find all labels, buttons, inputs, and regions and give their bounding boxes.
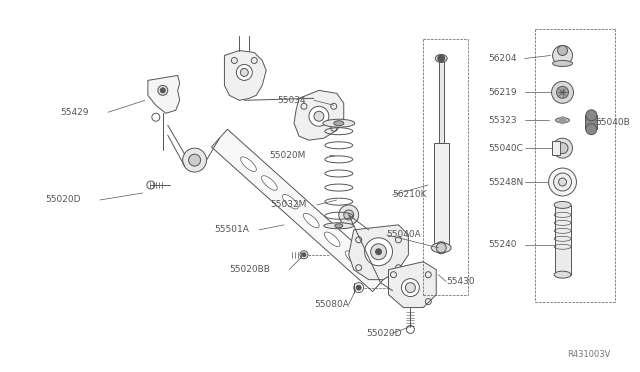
Circle shape [438, 55, 445, 62]
Circle shape [586, 110, 597, 121]
Text: 55323: 55323 [488, 116, 516, 125]
Circle shape [586, 124, 597, 135]
Text: 55020D: 55020D [367, 329, 402, 338]
Text: 55248N: 55248N [488, 177, 523, 186]
Circle shape [405, 283, 415, 293]
Text: 55040C: 55040C [488, 144, 523, 153]
Circle shape [356, 285, 361, 290]
Text: 55020BB: 55020BB [229, 265, 270, 274]
Ellipse shape [324, 223, 354, 229]
Ellipse shape [554, 271, 571, 278]
Circle shape [314, 111, 324, 121]
Circle shape [552, 138, 572, 158]
Polygon shape [294, 90, 344, 140]
Circle shape [365, 238, 392, 266]
Polygon shape [148, 76, 180, 113]
Text: 56219: 56219 [488, 88, 516, 97]
Text: 55040B: 55040B [595, 118, 630, 127]
Circle shape [354, 283, 364, 293]
Ellipse shape [435, 54, 447, 62]
Circle shape [436, 243, 446, 253]
Bar [552, 141, 559, 155]
Circle shape [344, 210, 354, 220]
Circle shape [435, 242, 447, 254]
Ellipse shape [431, 243, 451, 253]
Circle shape [309, 106, 329, 126]
Circle shape [189, 154, 200, 166]
Polygon shape [388, 262, 436, 308]
Ellipse shape [282, 195, 298, 209]
Text: 55501A: 55501A [214, 225, 250, 234]
Text: 56210K: 56210K [392, 190, 427, 199]
Text: 55240: 55240 [488, 240, 516, 249]
Text: 55080A: 55080A [314, 300, 349, 309]
Circle shape [552, 45, 572, 65]
Ellipse shape [324, 232, 340, 247]
Ellipse shape [335, 224, 343, 228]
Ellipse shape [552, 61, 572, 67]
Ellipse shape [303, 213, 319, 228]
Circle shape [548, 168, 577, 196]
Circle shape [376, 249, 381, 255]
Ellipse shape [554, 202, 571, 208]
Text: 55429: 55429 [60, 108, 89, 117]
Circle shape [339, 205, 358, 225]
Circle shape [401, 279, 419, 296]
Ellipse shape [323, 119, 355, 127]
Bar [439, 58, 444, 143]
Circle shape [182, 148, 207, 172]
Circle shape [160, 88, 165, 93]
Circle shape [557, 143, 568, 154]
Circle shape [552, 81, 573, 103]
Ellipse shape [262, 176, 277, 190]
Circle shape [371, 244, 387, 260]
Text: 55020M: 55020M [269, 151, 305, 160]
Polygon shape [211, 129, 388, 292]
Text: 55034: 55034 [277, 96, 306, 105]
Circle shape [554, 173, 572, 191]
Circle shape [158, 86, 168, 95]
Ellipse shape [346, 251, 361, 265]
Text: 55020D: 55020D [45, 195, 81, 205]
Bar [435, 143, 449, 248]
Circle shape [559, 178, 566, 186]
Text: 55040A: 55040A [387, 230, 421, 239]
Circle shape [241, 68, 248, 76]
Text: R431003V: R431003V [568, 350, 611, 359]
Bar [555, 205, 572, 275]
Ellipse shape [556, 118, 570, 123]
Circle shape [300, 251, 308, 259]
Circle shape [559, 117, 566, 124]
Text: 55430: 55430 [446, 277, 475, 286]
Circle shape [557, 45, 568, 55]
Circle shape [560, 90, 565, 95]
Polygon shape [349, 225, 408, 280]
Text: 56204: 56204 [488, 54, 516, 63]
Ellipse shape [334, 121, 344, 126]
Bar [586, 115, 597, 129]
Circle shape [557, 86, 568, 98]
Ellipse shape [241, 157, 257, 171]
Circle shape [236, 64, 252, 80]
Polygon shape [225, 51, 266, 100]
Circle shape [302, 253, 306, 257]
Text: 55032M: 55032M [270, 201, 307, 209]
